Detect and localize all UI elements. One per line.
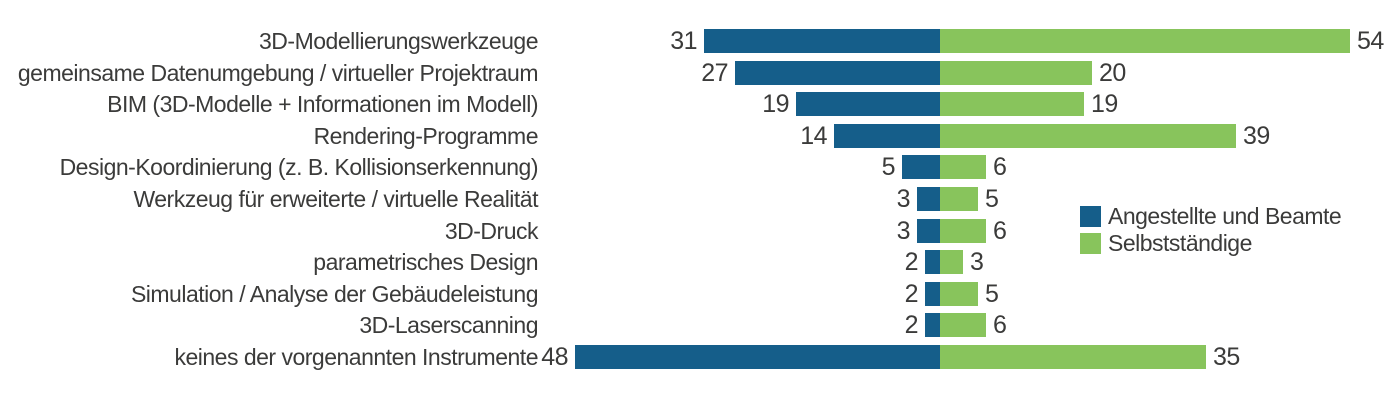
- legend-label: Selbstständige: [1108, 230, 1252, 256]
- bar-segment-right: [940, 60, 1092, 85]
- value-label-right: 6: [993, 311, 1007, 340]
- chart-row: 3D-Druck 3 6: [0, 216, 1400, 245]
- value-label-right: 5: [985, 185, 999, 213]
- value-label-left: 14: [800, 121, 827, 150]
- value-label-right: 19: [1091, 90, 1118, 119]
- bar-segment-left: [925, 313, 940, 338]
- value-label-right: 35: [1213, 343, 1240, 371]
- bar-segment-right: [940, 29, 1350, 53]
- category-label: 3D-Modellierungswerkzeuge: [259, 28, 538, 54]
- value-label-right: 6: [993, 216, 1007, 245]
- bar-segment-left: [917, 218, 940, 243]
- chart-row: 3D-Laserscanning 2 6: [0, 311, 1400, 340]
- value-label-left: 3: [896, 216, 911, 245]
- legend-item-angestellte: Angestellte und Beamte: [1080, 203, 1342, 230]
- chart-row: BIM (3D-Modelle + Informationen im Model…: [0, 90, 1400, 119]
- category-label: Rendering-Programme: [313, 122, 539, 149]
- chart-row: Werkzeug für erweiterte / virtuelle Real…: [0, 185, 1400, 213]
- chart-row: 3D-Modellierungswerkzeuge 31 54: [0, 27, 1400, 55]
- bar-segment-right: [940, 155, 986, 180]
- bar-segment-left: [735, 60, 940, 85]
- bar-segment-right: [940, 123, 1236, 148]
- value-label-left: 2: [904, 248, 919, 277]
- category-label: BIM (3D-Modelle + Informationen im Model…: [107, 91, 538, 118]
- chart-row: gemeinsame Datenumgebung / virtueller Pr…: [0, 58, 1400, 87]
- category-label: 3D-Druck: [444, 217, 539, 244]
- bar-segment-right: [940, 281, 978, 306]
- chart-row: keines der vorgenannten Instrumente 48 35: [0, 343, 1400, 371]
- value-label-left: 19: [762, 90, 789, 119]
- bar-segment-left: [925, 281, 940, 306]
- chart-row: parametrisches Design 2 3: [0, 248, 1400, 277]
- category-label: parametrisches Design: [313, 249, 538, 276]
- bar-segment-left: [704, 29, 940, 53]
- value-label-left: 2: [904, 279, 919, 308]
- category-label: Simulation / Analyse der Gebäudeleistung: [130, 280, 539, 307]
- bar-segment-left: [834, 123, 940, 148]
- bar-segment-right: [940, 187, 978, 211]
- category-label: Werkzeug für erweiterte / virtuelle Real…: [133, 186, 538, 212]
- value-label-right: 54: [1357, 27, 1384, 55]
- bar-segment-right: [940, 218, 986, 243]
- bar-segment-left: [796, 92, 940, 117]
- legend-item-selbststaendige: Selbstständige: [1080, 230, 1341, 257]
- value-label-right: 3: [970, 248, 984, 277]
- bar-segment-left: [575, 345, 940, 369]
- value-label-left: 5: [881, 153, 896, 182]
- category-label: Design-Koordinierung (z. B. Kollisionser…: [59, 154, 539, 181]
- value-label-right: 6: [993, 153, 1007, 182]
- bar-segment-right: [940, 313, 986, 338]
- bar-segment-right: [940, 345, 1206, 369]
- chart-row: Design-Koordinierung (z. B. Kollisionser…: [0, 153, 1400, 182]
- legend-swatch-blue-icon: [1080, 206, 1101, 227]
- bar-segment-right: [940, 92, 1084, 117]
- bar-segment-left: [902, 155, 940, 180]
- legend-label: Angestellte und Beamte: [1108, 203, 1342, 229]
- value-label-right: 20: [1099, 58, 1126, 87]
- value-label-right: 39: [1243, 121, 1270, 150]
- value-label-right: 5: [985, 279, 999, 308]
- value-label-left: 31: [670, 27, 697, 55]
- legend-swatch-green-icon: [1080, 233, 1101, 254]
- category-label: gemeinsame Datenumgebung / virtueller Pr…: [17, 59, 539, 86]
- value-label-left: 48: [541, 343, 568, 371]
- chart-legend: Angestellte und Beamte Selbstständige: [1080, 203, 1342, 257]
- bar-segment-left: [917, 187, 940, 211]
- value-label-left: 2: [904, 311, 919, 340]
- chart-row: Simulation / Analyse der Gebäudeleistung…: [0, 279, 1400, 308]
- category-label: keines der vorgenannten Instrumente: [174, 344, 538, 370]
- chart-row: Rendering-Programme 14 39: [0, 121, 1400, 150]
- bar-segment-left: [925, 250, 940, 275]
- bar-segment-right: [940, 250, 963, 275]
- category-label: 3D-Laserscanning: [359, 312, 538, 339]
- value-label-left: 27: [701, 58, 728, 87]
- value-label-left: 3: [896, 185, 911, 213]
